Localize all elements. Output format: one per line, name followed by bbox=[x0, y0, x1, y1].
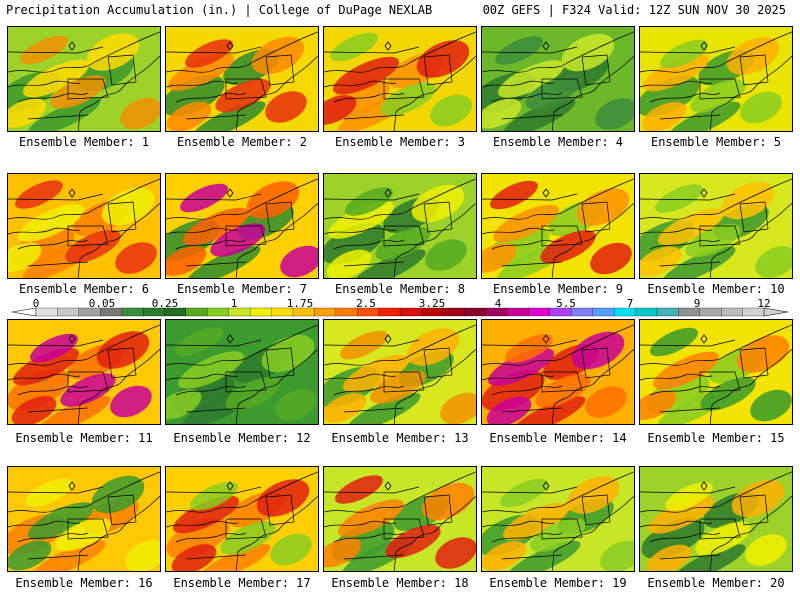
ensemble-member-label: Ensemble Member: 10 bbox=[647, 282, 785, 296]
ensemble-member-label: Ensemble Member: 3 bbox=[334, 135, 466, 149]
ensemble-member-map bbox=[639, 319, 793, 425]
ensemble-member-map bbox=[481, 466, 635, 572]
ensemble-member-label: Ensemble Member: 5 bbox=[650, 135, 782, 149]
ensemble-member-map bbox=[323, 466, 477, 572]
ensemble-member-map bbox=[639, 466, 793, 572]
ensemble-member-map bbox=[7, 319, 161, 425]
colorbar-tick-label: 0.25 bbox=[151, 297, 179, 310]
colorbar-tick-label: 9 bbox=[693, 297, 701, 310]
colorbar-tick-label: 4 bbox=[494, 297, 502, 310]
ensemble-member-label: Ensemble Member: 20 bbox=[647, 576, 785, 590]
ensemble-member-map bbox=[165, 26, 319, 132]
ensemble-member-label: Ensemble Member: 6 bbox=[18, 282, 150, 296]
ensemble-member-map bbox=[165, 173, 319, 279]
ensemble-member-label: Ensemble Member: 11 bbox=[15, 431, 153, 445]
ensemble-member-label: Ensemble Member: 18 bbox=[331, 576, 469, 590]
map-title: Precipitation Accumulation (in.) | Colle… bbox=[6, 3, 433, 17]
ensemble-member-map bbox=[481, 173, 635, 279]
colorbar-tick-label: 2.5 bbox=[356, 297, 376, 310]
ensemble-member-map bbox=[165, 319, 319, 425]
colorbar-tick-label: 1 bbox=[230, 297, 238, 310]
ensemble-member-label: Ensemble Member: 15 bbox=[647, 431, 785, 445]
ensemble-member-map bbox=[7, 173, 161, 279]
ensemble-member-label: Ensemble Member: 14 bbox=[489, 431, 627, 445]
colorbar-tick-label: 3.25 bbox=[418, 297, 446, 310]
colorbar-tick-label: 0.05 bbox=[88, 297, 116, 310]
ensemble-member-label: Ensemble Member: 16 bbox=[15, 576, 153, 590]
ensemble-member-label: Ensemble Member: 1 bbox=[18, 135, 150, 149]
ensemble-member-map bbox=[7, 26, 161, 132]
ensemble-member-map bbox=[7, 466, 161, 572]
ensemble-member-label: Ensemble Member: 8 bbox=[334, 282, 466, 296]
ensemble-member-label: Ensemble Member: 12 bbox=[173, 431, 311, 445]
ensemble-member-map bbox=[323, 319, 477, 425]
ensemble-member-map bbox=[481, 26, 635, 132]
ensemble-member-map bbox=[165, 466, 319, 572]
ensemble-member-map bbox=[639, 26, 793, 132]
ensemble-member-label: Ensemble Member: 7 bbox=[176, 282, 308, 296]
precipitation-colorbar bbox=[11, 307, 789, 317]
ensemble-member-label: Ensemble Member: 9 bbox=[492, 282, 624, 296]
run-valid-time: 00Z GEFS | F324 Valid: 12Z SUN NOV 30 20… bbox=[482, 3, 786, 17]
ensemble-member-label: Ensemble Member: 13 bbox=[331, 431, 469, 445]
ensemble-member-label: Ensemble Member: 4 bbox=[492, 135, 624, 149]
ensemble-member-map bbox=[639, 173, 793, 279]
colorbar-tick-label: 7 bbox=[626, 297, 634, 310]
colorbar-tick-label: 12 bbox=[757, 297, 771, 310]
ensemble-member-label: Ensemble Member: 19 bbox=[489, 576, 627, 590]
ensemble-member-label: Ensemble Member: 2 bbox=[176, 135, 308, 149]
ensemble-member-label: Ensemble Member: 17 bbox=[173, 576, 311, 590]
colorbar-tick-label: 0 bbox=[32, 297, 40, 310]
ensemble-member-map bbox=[481, 319, 635, 425]
ensemble-member-map bbox=[323, 26, 477, 132]
colorbar-tick-label: 5.5 bbox=[556, 297, 576, 310]
ensemble-member-map bbox=[323, 173, 477, 279]
colorbar-tick-label: 1.75 bbox=[286, 297, 314, 310]
